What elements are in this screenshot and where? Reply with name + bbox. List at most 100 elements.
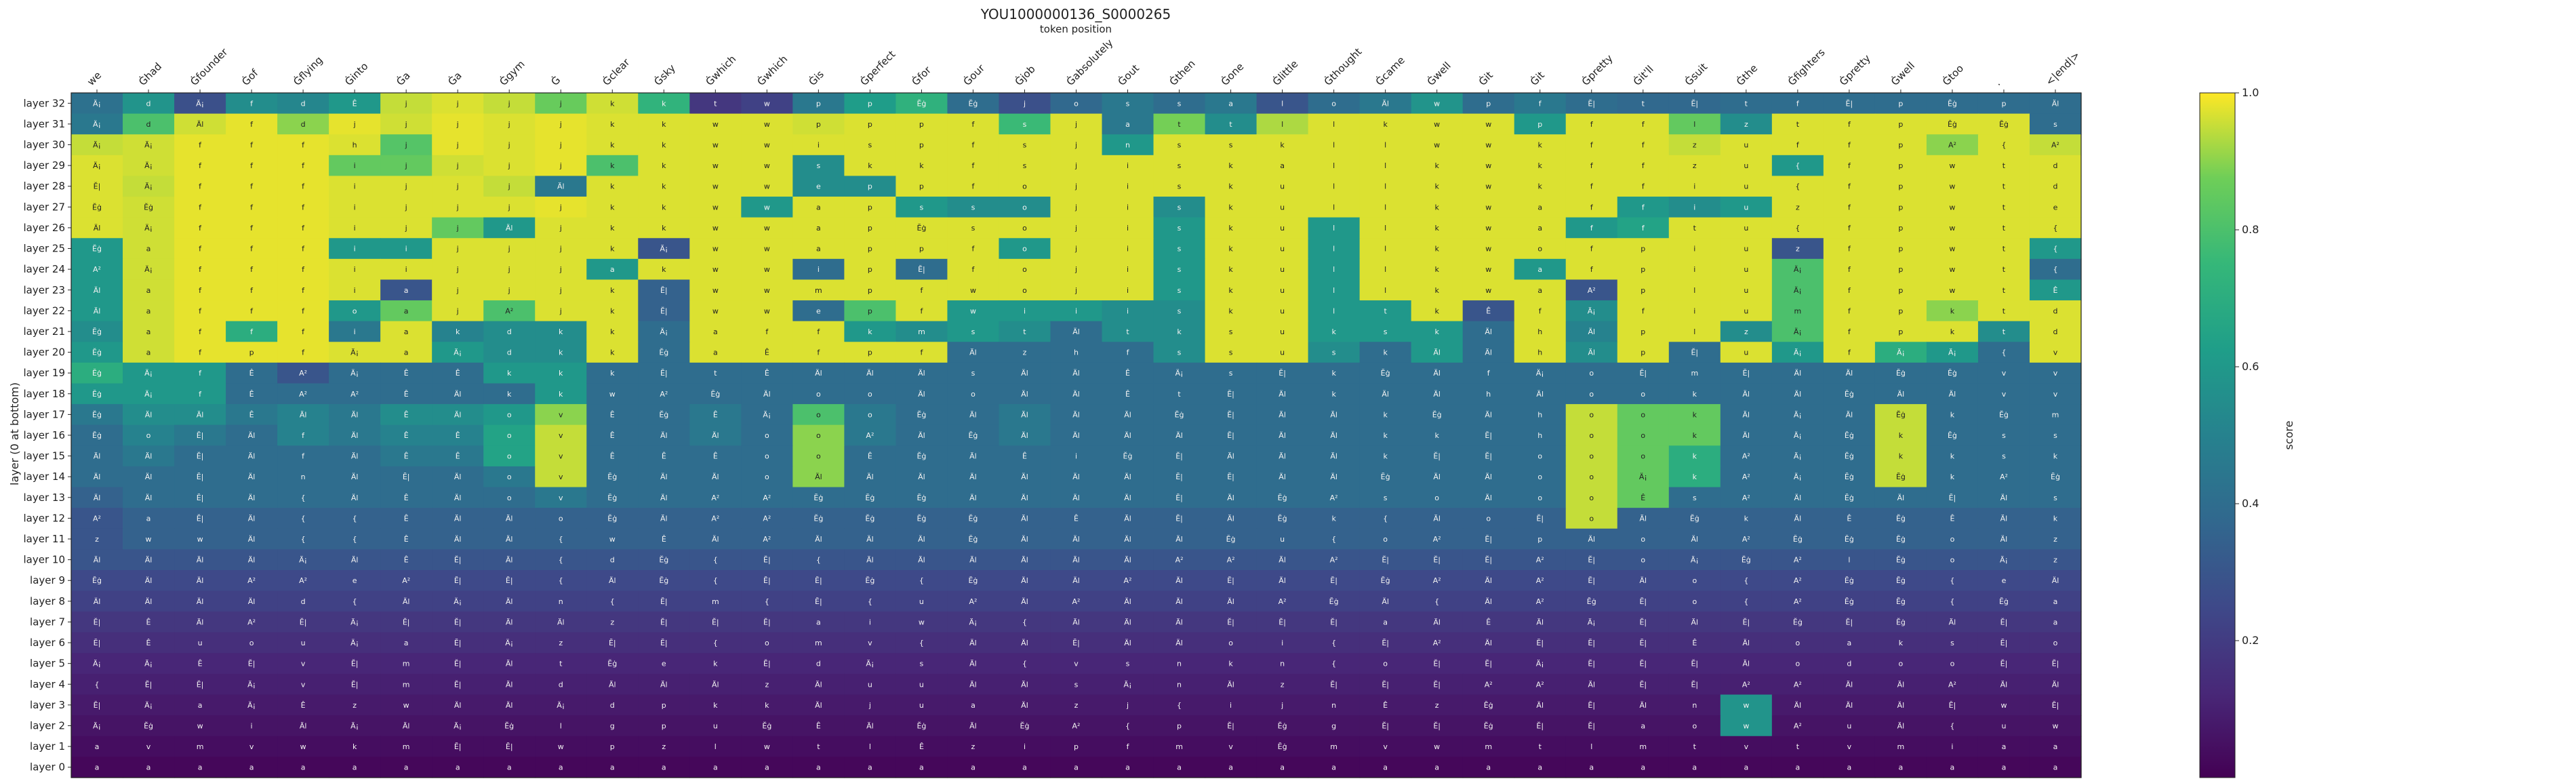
heatmap-cell: [1359, 715, 1412, 737]
cell-label: l: [1281, 99, 1283, 108]
cell-label: m: [815, 286, 822, 295]
cell-label: Äl: [1897, 701, 1905, 710]
colorbar-ticks: 0.20.40.60.81.0: [2235, 86, 2259, 647]
cell-label: Ĕ|: [2000, 639, 2008, 647]
cell-label: o: [1589, 473, 1594, 481]
cell-label: Äl: [1382, 99, 1389, 108]
cell-label: Äl: [1072, 618, 1080, 626]
cell-label: Äl: [1536, 701, 1544, 710]
heatmap-cell: [1514, 362, 1567, 384]
heatmap-cell: [483, 694, 536, 716]
cell-label: Ĕ|: [94, 618, 101, 626]
cell-label: Ĕġ: [917, 224, 926, 233]
cell-label: t: [1023, 327, 1026, 336]
cell-label: s: [1178, 182, 1182, 191]
cell-label: Ĕġ: [865, 576, 874, 585]
cell-label: l: [1384, 182, 1386, 191]
cell-label: Ĕġ: [659, 410, 668, 419]
cell-label: Äl: [1433, 348, 1441, 357]
heatmap-cell: [1102, 736, 1154, 757]
cell-label: Äl: [1124, 535, 1131, 544]
heatmap-cell: [1823, 487, 1876, 508]
cell-label: a: [1228, 99, 1233, 108]
cell-label: j: [559, 203, 562, 212]
cell-label: s: [1126, 99, 1130, 108]
heatmap-cell: [1874, 279, 1927, 301]
heatmap-cell: [483, 279, 536, 301]
heatmap-cell: [1462, 508, 1515, 529]
heatmap-cell: [1102, 673, 1154, 696]
heatmap-cell: [71, 611, 123, 633]
cell-label: o: [1022, 286, 1027, 295]
heatmap-cell: [432, 258, 484, 281]
heatmap-cell: [1308, 445, 1361, 467]
heatmap-cell: [380, 694, 432, 716]
heatmap-cell: [638, 238, 690, 260]
heatmap-cell: [71, 757, 123, 778]
cell-label: f: [250, 245, 254, 254]
heatmap-cell: [1102, 424, 1154, 446]
heatmap-cell: [844, 217, 897, 239]
cell-label: j: [559, 286, 562, 295]
cell-label: A²: [1279, 597, 1287, 606]
cell-label: Ê: [404, 390, 409, 399]
heatmap-cell: [1771, 300, 1824, 322]
cell-label: k: [1693, 410, 1697, 419]
heatmap-cell: [432, 694, 484, 716]
cell-label: n: [1331, 701, 1336, 710]
heatmap-cell: [741, 632, 793, 654]
cell-label: {: [301, 514, 306, 523]
cell-label: f: [1487, 369, 1491, 378]
heatmap-cell: [1153, 757, 1206, 778]
cell-label: f: [250, 182, 254, 191]
cell-label: f: [1590, 265, 1594, 274]
heatmap-cell: [689, 279, 742, 301]
cell-label: Ê: [146, 618, 151, 626]
cell-label: u: [1280, 348, 1285, 357]
heatmap-cell: [999, 528, 1051, 550]
cell-label: Äl: [1330, 473, 1337, 481]
x-tick-label: Ġwhich: [754, 52, 790, 88]
cell-label: a: [919, 763, 924, 772]
cell-label: a: [146, 763, 151, 772]
cell-label: o: [816, 431, 821, 440]
cell-label: Äl: [1897, 494, 1905, 502]
heatmap-cell: [844, 549, 897, 571]
cell-label: w: [764, 161, 770, 170]
heatmap-cell: [1926, 590, 1979, 612]
cell-label: Ĕ|: [1227, 473, 1234, 481]
heatmap-cell: [1256, 549, 1309, 571]
cell-label: f: [1590, 120, 1594, 129]
cell-label: Ä¡: [1794, 410, 1802, 419]
heatmap-cell: [1411, 715, 1464, 737]
cell-label: z: [1796, 203, 1800, 212]
heatmap-cell: [1977, 528, 2030, 550]
cell-label: Äl: [248, 452, 256, 461]
cell-label: Ĕ|: [1639, 369, 1647, 378]
cell-label: g: [1331, 721, 1336, 730]
heatmap-cell: [1617, 113, 1670, 135]
cell-label: u: [1280, 245, 1285, 254]
heatmap-cell: [792, 528, 845, 550]
cell-label: k: [1228, 306, 1233, 315]
heatmap-cell: [1102, 757, 1154, 778]
cell-label: f: [1848, 224, 1851, 233]
heatmap-cell: [1823, 217, 1876, 239]
cell-label: n: [1177, 660, 1182, 668]
cell-label: Ä¡: [350, 618, 359, 626]
cell-label: t: [1539, 742, 1542, 751]
heatmap-cell: [689, 93, 742, 115]
heatmap-cell: [1823, 404, 1876, 426]
cell-label: Äl: [1846, 701, 1853, 710]
cell-label: f: [1848, 306, 1851, 315]
heatmap-cell: [1153, 590, 1206, 612]
cell-label: A²: [1742, 473, 1750, 481]
cell-label: Ä¡: [144, 161, 153, 170]
cell-label: A²: [93, 265, 101, 274]
heatmap-cell: [1977, 197, 2030, 218]
heatmap-cell: [1771, 549, 1824, 571]
y-axis-label: layer (0 at bottom): [8, 382, 21, 485]
cell-label: k: [1434, 161, 1439, 170]
heatmap-cell: [123, 300, 175, 322]
